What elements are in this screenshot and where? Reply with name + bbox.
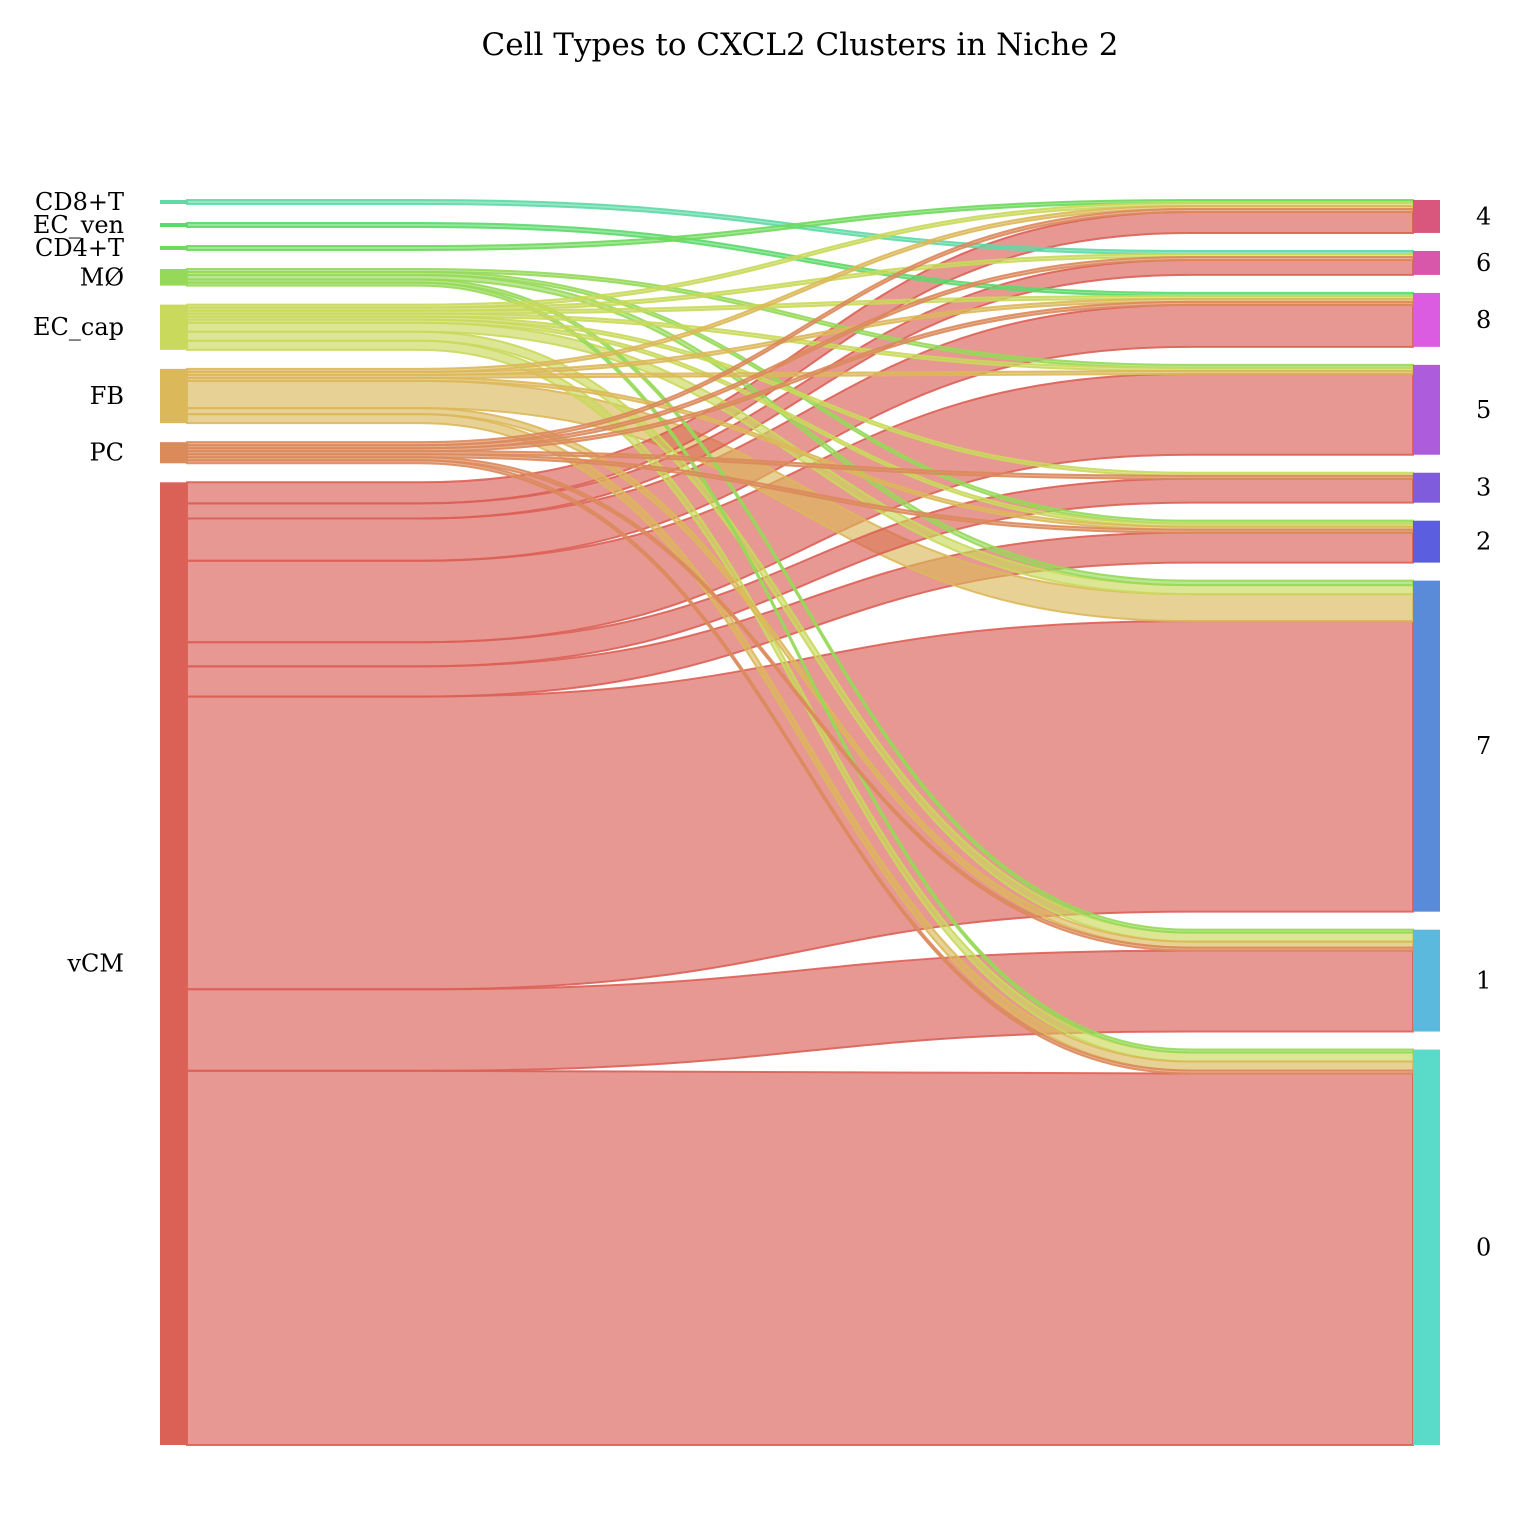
target-label: 4 [1476,202,1491,230]
flow-vCM-to-1 [186,949,1414,1072]
target-node-2 [1413,520,1440,563]
flow-vCM-to-7 [186,620,1414,991]
source-node-EC_ven [160,223,187,227]
source-label: CD4+T [35,234,124,262]
source-node-vCM [160,482,187,1445]
flow-vCM-to-3 [186,477,1414,668]
target-label: 1 [1476,967,1491,995]
target-node-8 [1413,292,1440,347]
target-label: 6 [1476,249,1491,277]
source-label: CD8+T [35,188,124,216]
source-label: EC_ven [33,211,124,239]
source-node-MØ [160,269,187,286]
target-node-6 [1413,250,1440,275]
target-label: 8 [1476,306,1491,334]
sankey-nodes [160,200,1440,1445]
target-node-1 [1413,929,1440,1032]
source-node-CD4+T [160,246,187,250]
target-label: 3 [1476,474,1491,502]
target-label: 2 [1476,528,1491,556]
source-label: PC [89,439,124,467]
source-node-FB [160,368,187,424]
source-node-CD8+T [160,200,187,204]
source-label: MØ [80,263,124,291]
target-node-4 [1413,200,1440,233]
flow-vCM-to-0 [186,1069,1414,1447]
target-label: 0 [1476,1233,1491,1261]
flow-vCM-to-2 [186,531,1414,698]
target-node-5 [1413,364,1440,455]
target-node-0 [1413,1049,1440,1445]
source-label: EC_cap [33,313,124,341]
source-label: vCM [67,950,125,978]
chart-title: Cell Types to CXCL2 Clusters in Niche 2 [482,27,1119,63]
source-node-PC [160,442,187,464]
target-node-3 [1413,472,1440,503]
source-node-EC_cap [160,304,187,350]
target-label: 5 [1476,396,1491,424]
sankey-links [186,199,1414,1447]
target-node-7 [1413,580,1440,912]
target-label: 7 [1476,732,1491,760]
source-label: FB [90,382,124,410]
